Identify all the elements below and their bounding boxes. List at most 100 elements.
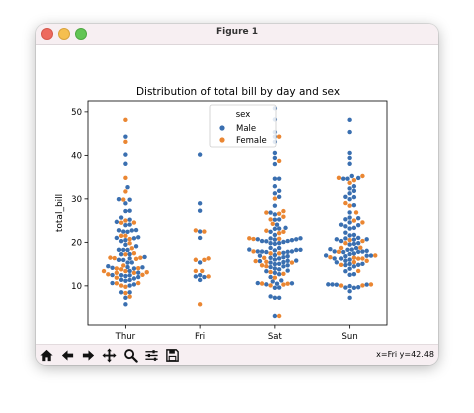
data-point-female bbox=[347, 203, 352, 208]
legend-entry-male: Male bbox=[236, 124, 256, 134]
configure-subplots-icon bbox=[145, 350, 158, 361]
legend-marker-female bbox=[219, 137, 225, 143]
legend: sex Male Female bbox=[209, 104, 277, 148]
data-point-female bbox=[268, 217, 273, 222]
data-point-male bbox=[347, 117, 352, 123]
data-point-male bbox=[341, 249, 346, 255]
data-point-male bbox=[116, 228, 122, 233]
zoom-button[interactable] bbox=[122, 347, 139, 364]
data-point-male bbox=[272, 212, 278, 217]
data-point-female bbox=[121, 263, 126, 268]
data-point-female bbox=[253, 258, 258, 264]
data-point-male bbox=[355, 222, 361, 228]
data-point-male bbox=[347, 233, 352, 238]
forward-button[interactable] bbox=[80, 347, 97, 364]
data-point-female bbox=[264, 263, 269, 269]
data-point-male bbox=[347, 226, 352, 231]
data-point-female bbox=[343, 240, 348, 246]
data-point-male bbox=[123, 238, 128, 243]
data-point-male bbox=[364, 253, 369, 258]
data-point-male bbox=[360, 261, 365, 267]
data-point-male bbox=[268, 255, 273, 260]
data-point-female bbox=[338, 262, 344, 268]
data-point-female bbox=[123, 189, 128, 194]
data-point-male bbox=[349, 173, 354, 179]
back-button[interactable] bbox=[59, 347, 76, 364]
data-point-male bbox=[323, 253, 329, 258]
data-point-male bbox=[127, 273, 132, 278]
data-point-male bbox=[127, 256, 132, 261]
minimize-window-button[interactable] bbox=[58, 28, 70, 40]
data-point-male bbox=[123, 152, 128, 157]
navigation-toolbar: x=Fri y=42.48 bbox=[36, 344, 438, 365]
pan-button[interactable] bbox=[101, 347, 118, 364]
y-tick-label: 30 bbox=[71, 195, 82, 205]
data-point-male bbox=[281, 259, 286, 265]
data-point-male bbox=[255, 280, 260, 286]
data-point-male bbox=[268, 274, 273, 280]
data-point-male bbox=[272, 184, 278, 189]
data-point-female bbox=[101, 268, 107, 274]
data-point-male bbox=[360, 249, 365, 254]
data-point-female bbox=[347, 180, 352, 186]
data-point-male bbox=[121, 257, 126, 263]
data-point-male bbox=[135, 270, 141, 275]
data-point-female bbox=[114, 275, 120, 280]
data-point-male bbox=[259, 238, 265, 244]
data-point-male bbox=[123, 208, 128, 214]
data-point-female bbox=[202, 229, 207, 234]
data-point-male bbox=[118, 277, 124, 283]
data-point-female bbox=[281, 282, 286, 287]
data-point-male bbox=[125, 229, 130, 235]
data-point-female bbox=[121, 197, 126, 202]
data-point-male bbox=[193, 274, 199, 279]
data-point-male bbox=[326, 282, 331, 287]
data-point-female bbox=[129, 246, 134, 251]
data-point-male bbox=[135, 235, 141, 240]
x-tick-label: Thur bbox=[115, 332, 136, 342]
data-point-male bbox=[127, 283, 132, 288]
home-button[interactable] bbox=[38, 347, 55, 364]
data-point-male bbox=[355, 240, 361, 246]
data-point-male bbox=[123, 273, 128, 279]
data-point-male bbox=[285, 258, 290, 263]
data-point-male bbox=[347, 283, 352, 289]
data-point-female bbox=[135, 280, 141, 286]
maximize-window-button[interactable] bbox=[75, 28, 87, 40]
data-point-male bbox=[276, 256, 282, 261]
legend-entry-female: Female bbox=[236, 136, 267, 146]
data-point-male bbox=[114, 235, 120, 241]
data-point-female bbox=[351, 259, 357, 265]
home-icon bbox=[40, 349, 53, 362]
data-point-male bbox=[133, 227, 139, 233]
figure-canvas[interactable]: Distribution of total bill by day and se… bbox=[36, 45, 438, 345]
data-point-female bbox=[251, 236, 256, 242]
data-point-male bbox=[368, 253, 374, 258]
data-point-female bbox=[343, 200, 348, 206]
data-point-male bbox=[328, 246, 333, 252]
plot-area-frame bbox=[87, 100, 388, 326]
data-point-female bbox=[360, 238, 365, 244]
data-point-male bbox=[289, 281, 295, 286]
forward-arrow-icon bbox=[82, 350, 95, 361]
data-point-male bbox=[123, 295, 128, 301]
close-window-button[interactable] bbox=[41, 28, 53, 40]
data-point-male bbox=[285, 253, 290, 259]
data-point-male bbox=[197, 208, 203, 213]
data-point-male bbox=[355, 262, 361, 268]
pan-icon bbox=[102, 348, 117, 363]
data-point-female bbox=[272, 275, 278, 280]
data-point-male bbox=[347, 150, 352, 156]
data-point-male bbox=[351, 271, 357, 277]
chart-title: Distribution of total bill by day and se… bbox=[136, 86, 340, 98]
data-point-male bbox=[276, 226, 282, 231]
data-point-male bbox=[131, 282, 137, 287]
data-point-male bbox=[343, 217, 348, 222]
save-button[interactable] bbox=[164, 347, 181, 364]
configure-subplots-button[interactable] bbox=[143, 347, 160, 364]
data-point-male bbox=[343, 230, 348, 235]
data-point-male bbox=[268, 240, 273, 246]
data-point-male bbox=[285, 268, 290, 273]
data-point-male bbox=[121, 247, 126, 253]
data-point-female bbox=[264, 259, 269, 264]
